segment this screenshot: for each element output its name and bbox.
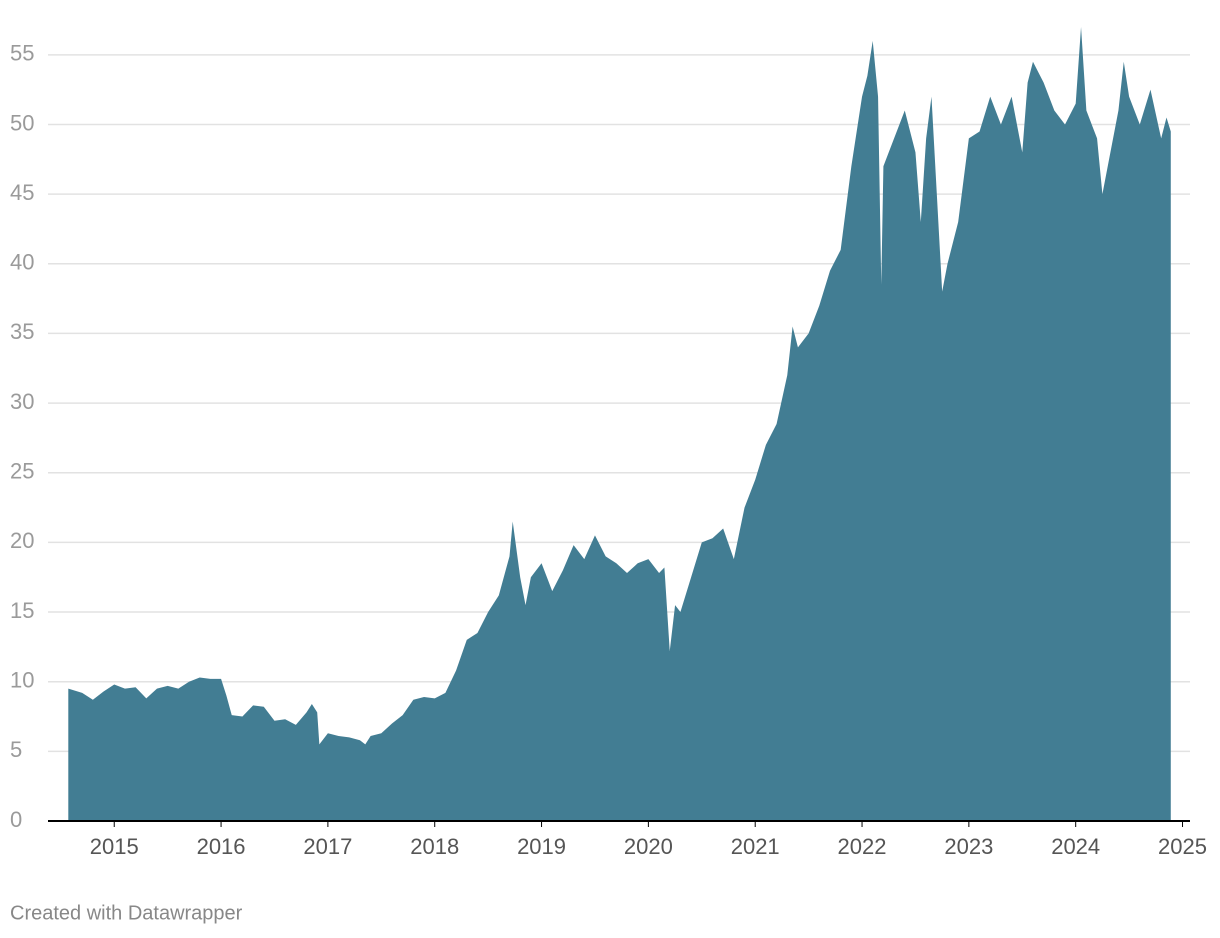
y-tick-label: 30 — [10, 389, 34, 414]
y-tick-label: 0 — [10, 807, 22, 832]
x-tick-label: 2025 — [1158, 834, 1207, 859]
y-tick-label: 35 — [10, 319, 34, 344]
x-tick-label: 2022 — [838, 834, 887, 859]
y-tick-label: 20 — [10, 528, 34, 553]
y-tick-label: 10 — [10, 668, 34, 693]
x-tick-label: 2020 — [624, 834, 673, 859]
area — [68, 26, 1171, 822]
y-tick-label: 55 — [10, 41, 34, 66]
x-tick-label: 2019 — [517, 834, 566, 859]
y-tick-label: 45 — [10, 180, 34, 205]
y-tick-label: 15 — [10, 598, 34, 623]
y-tick-label: 40 — [10, 250, 34, 275]
x-tick-label: 2021 — [731, 834, 780, 859]
y-tick-label: 25 — [10, 459, 34, 484]
y-tick-label: 5 — [10, 737, 22, 762]
y-tick-label: 50 — [10, 110, 34, 135]
credit: Created with Datawrapper — [10, 902, 243, 924]
x-tick-label: 2018 — [410, 834, 459, 859]
x-tick-label: 2023 — [944, 834, 993, 859]
x-tick-label: 2024 — [1051, 834, 1100, 859]
x-tick-label: 2015 — [90, 834, 139, 859]
x-tick-label: 2016 — [197, 834, 246, 859]
x-tick-label: 2017 — [303, 834, 352, 859]
